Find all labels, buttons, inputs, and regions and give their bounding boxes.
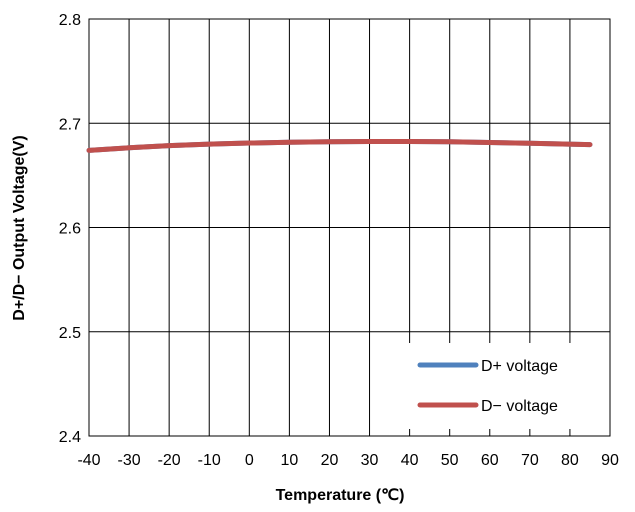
y-axis-tick-labels: 2.4 2.5 2.6 2.7 2.8 <box>59 12 81 446</box>
y-tick-label: 2.8 <box>59 12 81 29</box>
x-tick-label: 90 <box>601 452 619 469</box>
x-tick-label: 30 <box>361 452 379 469</box>
y-axis-title: D+/D− Output Voltage(V) <box>11 135 28 320</box>
x-tick-label: -10 <box>198 452 221 469</box>
x-axis-title: Temperature (℃) <box>276 487 405 504</box>
x-tick-label: 60 <box>481 452 499 469</box>
legend-label-d-minus: D− voltage <box>481 398 558 415</box>
x-tick-label: 0 <box>245 452 254 469</box>
x-tick-label: 10 <box>280 452 298 469</box>
x-tick-label: -40 <box>77 452 100 469</box>
x-tick-label: 20 <box>321 452 339 469</box>
y-tick-label: 2.7 <box>59 116 81 133</box>
y-tick-label: 2.5 <box>59 325 81 342</box>
series-lines <box>86 138 593 153</box>
x-tick-label: 40 <box>401 452 419 469</box>
plot-area-border <box>88 18 611 437</box>
x-tick-label: 70 <box>521 452 539 469</box>
series-line-d-minus <box>86 138 593 153</box>
legend: D+ voltage D− voltage <box>398 343 590 429</box>
x-tick-label: -20 <box>158 452 181 469</box>
x-tick-label: 80 <box>561 452 579 469</box>
y-tick-label: 2.6 <box>59 221 81 238</box>
x-tick-label: -30 <box>118 452 141 469</box>
x-tick-label: 50 <box>441 452 459 469</box>
x-axis-tick-labels: -40 -30 -20 -10 0 10 20 30 40 50 60 70 80 90 <box>77 452 619 469</box>
y-tick-label: 2.4 <box>59 429 81 446</box>
legend-box <box>398 343 590 429</box>
legend-label-d-plus: D+ voltage <box>481 358 558 375</box>
